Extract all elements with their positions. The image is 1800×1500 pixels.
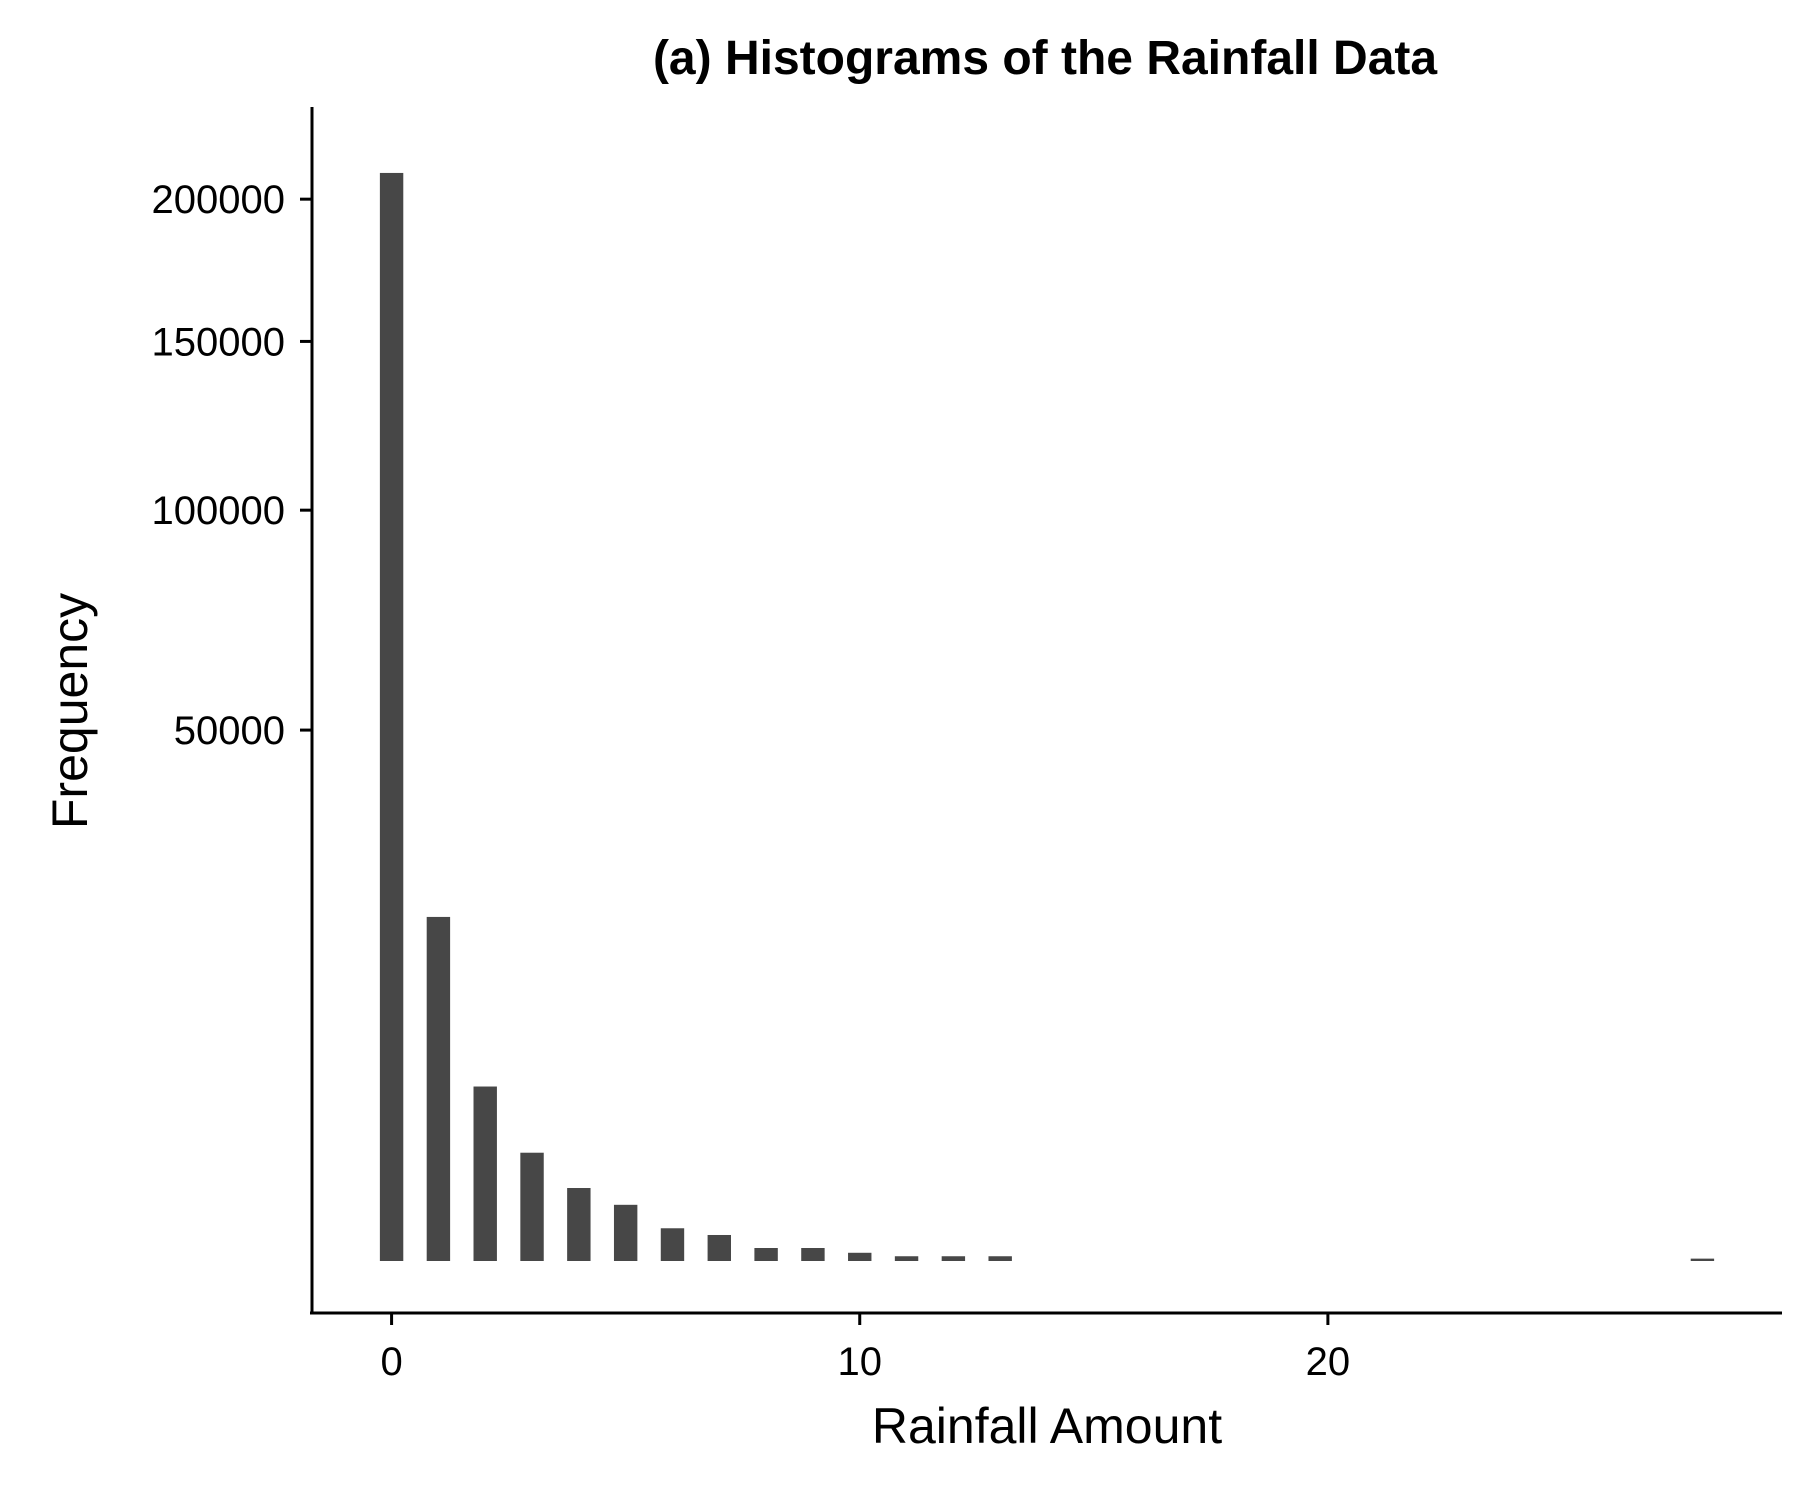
y-tick-label: 100000 bbox=[152, 489, 285, 533]
histogram-bar bbox=[1690, 1258, 1715, 1261]
y-axis-ticks: 50000 100000 150000 200000 bbox=[152, 178, 312, 753]
y-tick-label: 50000 bbox=[174, 709, 285, 753]
y-tick-label: 200000 bbox=[152, 178, 285, 222]
histogram-bar bbox=[379, 172, 404, 1262]
histogram-bar bbox=[426, 916, 451, 1261]
histogram-bar bbox=[520, 1152, 544, 1261]
y-axis-title: Frequency bbox=[42, 593, 98, 829]
histogram-bar bbox=[660, 1228, 685, 1261]
histogram-bar bbox=[473, 1086, 497, 1261]
x-tick-label: 10 bbox=[837, 1340, 882, 1384]
chart-title: (a) Histograms of the Rainfall Data bbox=[653, 32, 1437, 85]
x-tick-label: 0 bbox=[380, 1340, 402, 1384]
x-axis-ticks: 0 10 20 bbox=[380, 1313, 1350, 1384]
histogram-bar bbox=[988, 1256, 1012, 1261]
histogram-bar bbox=[848, 1252, 872, 1261]
histogram-bar bbox=[941, 1256, 966, 1261]
histogram-bar bbox=[567, 1188, 591, 1261]
histogram-bars bbox=[379, 172, 1715, 1262]
histogram-bar bbox=[707, 1234, 731, 1261]
histogram-bar bbox=[754, 1248, 778, 1261]
histogram-bar bbox=[894, 1256, 919, 1261]
x-axis-title: Rainfall Amount bbox=[872, 1398, 1222, 1454]
y-tick-label: 150000 bbox=[152, 320, 285, 364]
histogram-bar bbox=[613, 1204, 638, 1261]
x-tick-label: 20 bbox=[1306, 1340, 1351, 1384]
histogram-bar bbox=[801, 1248, 825, 1261]
